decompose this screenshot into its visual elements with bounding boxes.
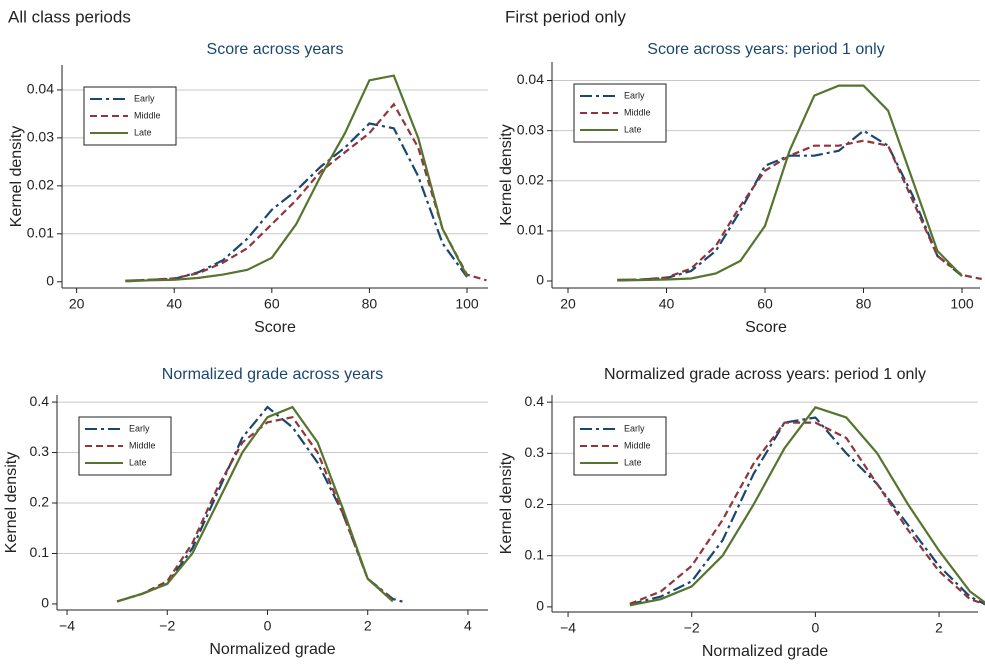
y-tick-label: 0.01 [517,222,544,238]
x-tick-label: 60 [264,296,280,312]
x-tick-label: 0 [811,620,819,636]
column-title: All class periods [8,7,131,26]
x-tick-label: −4 [560,620,576,636]
x-axis-label: Normalized grade [209,641,335,658]
legend-box [83,86,177,146]
legend-label: Middle [129,440,156,450]
y-tick-label: 0 [536,598,544,614]
legend-box [78,416,172,476]
legend-label: Early [624,90,645,100]
y-tick-label: 0.03 [27,129,54,145]
density-line [629,416,985,606]
legend-label: Middle [134,110,161,120]
y-tick-label: 0.3 [30,443,50,459]
y-tick-label: 0.03 [517,121,544,137]
y-tick-label: 0 [536,272,544,288]
x-tick-label: 100 [455,296,479,312]
x-tick-label: 40 [659,296,675,312]
density-line [629,406,985,607]
x-tick-label: −2 [159,618,175,634]
density-line [116,405,394,603]
y-tick-label: 0.2 [525,495,545,511]
y-tick-label: 0.1 [525,546,545,562]
density-line [125,122,468,282]
chart-title: Normalized grade across years [162,366,383,383]
x-tick-label: 100 [950,296,974,312]
x-tick-label: 0 [264,618,272,634]
y-axis-label: Kernel density [3,452,20,553]
x-tick-label: −4 [59,618,75,634]
y-tick-label: 0 [41,595,49,611]
y-tick-label: 0.1 [30,544,50,560]
density-line [629,421,985,606]
x-tick-label: 80 [362,296,378,312]
legend-label: Middle [624,440,651,450]
chart-title: Normalized grade across years: period 1 … [604,366,926,383]
density-line [125,74,468,283]
y-tick-label: 0.04 [27,81,54,97]
x-axis-label: Normalized grade [702,643,828,660]
density-line [617,139,982,282]
legend-label: Early [624,423,645,433]
y-tick-label: 0.3 [525,444,545,460]
y-tick-label: 0 [46,272,54,288]
y-tick-label: 0.04 [517,71,544,87]
legend-label: Late [624,124,642,134]
column-title: First period only [505,7,626,26]
x-tick-label: −2 [684,620,700,636]
chart-title: Score across years: period 1 only [647,41,884,58]
x-tick-label: 20 [69,296,85,312]
legend-label: Late [134,127,152,137]
y-tick-label: 0.2 [30,494,50,510]
x-tick-label: 2 [935,620,943,636]
legend-label: Late [624,457,642,467]
y-tick-label: 0.02 [27,177,54,193]
x-tick-label: 2 [364,618,372,634]
y-tick-label: 0.4 [30,393,50,409]
x-tick-label: 4 [464,618,472,634]
x-tick-label: 60 [757,296,773,312]
x-axis-label: Score [254,319,296,336]
density-line [125,102,487,282]
x-axis-label: Score [745,319,787,336]
y-axis-label: Kernel density [498,453,515,554]
y-axis-label: Kernel density [498,124,515,225]
chart-title: Score across years [207,41,344,58]
x-tick-label: 40 [166,296,182,312]
y-tick-label: 0.01 [27,225,54,241]
density-line [617,84,963,282]
x-tick-label: 20 [560,296,576,312]
legend-label: Late [129,457,147,467]
x-tick-label: 80 [856,296,872,312]
legend-label: Middle [624,107,651,117]
legend-box [573,416,667,476]
y-axis-label: Kernel density [8,126,25,227]
y-tick-label: 0.02 [517,171,544,187]
legend-label: Early [134,93,155,103]
density-line [116,415,394,603]
legend-box [573,83,667,143]
y-tick-label: 0.4 [525,393,545,409]
legend-label: Early [129,423,150,433]
